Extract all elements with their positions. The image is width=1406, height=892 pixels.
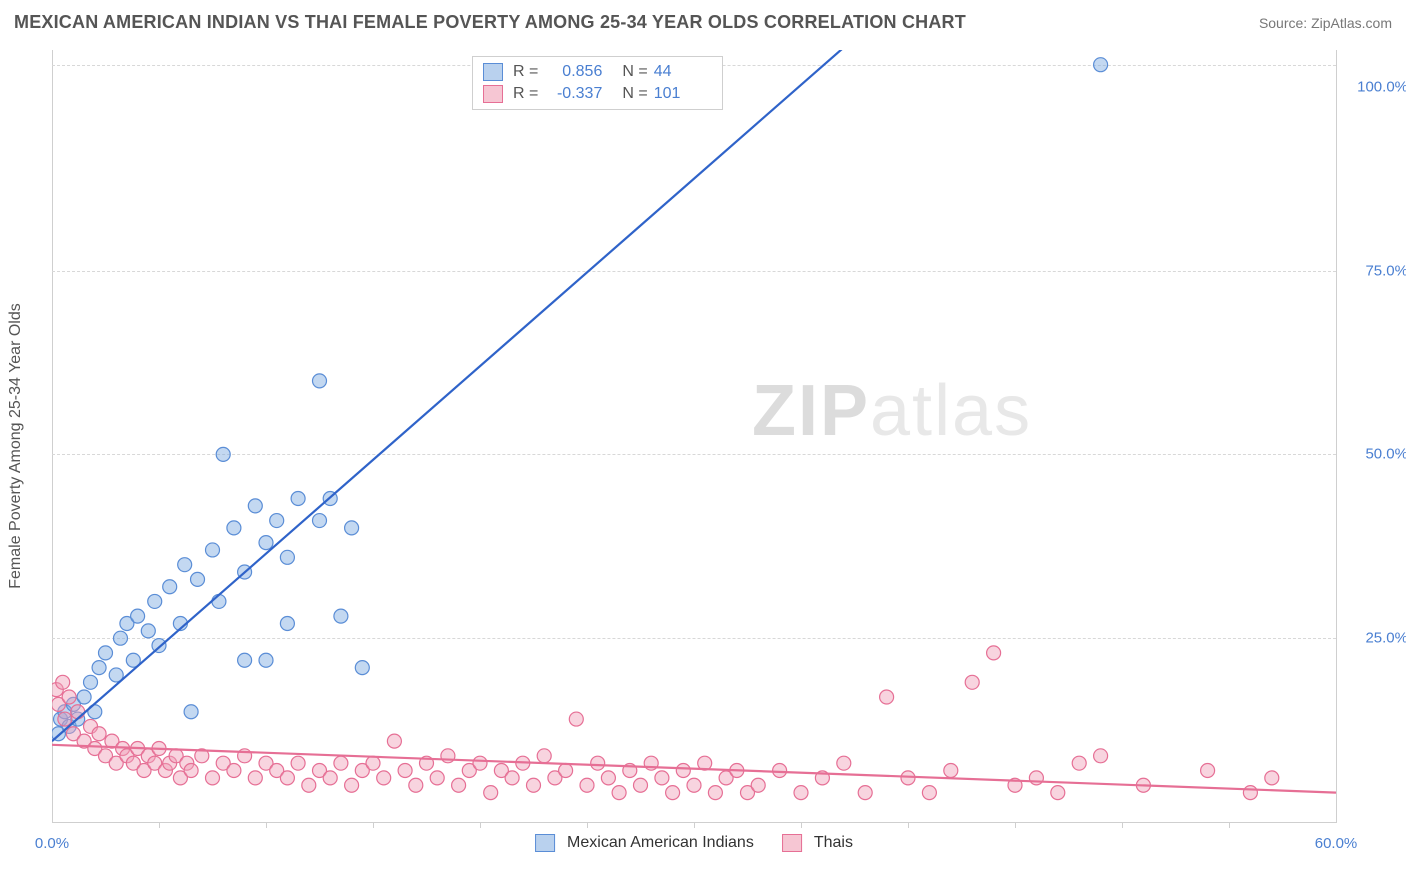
legend-swatch-1 <box>483 63 503 81</box>
legend-item-2: Thais <box>782 834 853 852</box>
plot-area: ZIPatlas R = 0.856 N = 44 R = -0.337 N =… <box>52 50 1337 823</box>
x-minor-tick <box>1229 822 1230 828</box>
legend-row-series-2: R = -0.337 N = 101 <box>483 83 712 105</box>
x-minor-tick <box>1122 822 1123 828</box>
x-minor-tick <box>587 822 588 828</box>
y-tick-label: 100.0% <box>1344 78 1406 95</box>
r-label: R = <box>513 83 538 105</box>
y-tick-label: 50.0% <box>1344 446 1406 463</box>
legend-swatch-2 <box>483 85 503 103</box>
x-minor-tick <box>908 822 909 828</box>
chart-title: MEXICAN AMERICAN INDIAN VS THAI FEMALE P… <box>14 12 966 33</box>
n-label: N = <box>622 83 647 105</box>
legend-row-series-1: R = 0.856 N = 44 <box>483 61 712 83</box>
r-value: 0.856 <box>544 61 602 83</box>
n-value: 44 <box>654 61 712 83</box>
chart-source: Source: ZipAtlas.com <box>1259 15 1392 31</box>
chart-svg <box>52 50 1336 822</box>
legend-label-2: Thais <box>814 834 853 852</box>
x-minor-tick <box>159 822 160 828</box>
x-minor-tick <box>801 822 802 828</box>
x-minor-tick <box>480 822 481 828</box>
n-value: 101 <box>654 83 712 105</box>
x-minor-tick <box>1015 822 1016 828</box>
y-tick-label: 25.0% <box>1344 630 1406 647</box>
x-minor-tick <box>694 822 695 828</box>
x-tick-label: 0.0% <box>35 835 69 852</box>
legend-swatch-series-1 <box>535 834 555 852</box>
x-tick-label: 60.0% <box>1315 835 1358 852</box>
series-legend: Mexican American Indians Thais <box>535 834 853 852</box>
correlation-legend: R = 0.856 N = 44 R = -0.337 N = 101 <box>472 56 723 110</box>
r-label: R = <box>513 61 538 83</box>
y-tick-label: 75.0% <box>1344 262 1406 279</box>
x-minor-tick <box>266 822 267 828</box>
n-label: N = <box>622 61 647 83</box>
x-minor-tick <box>373 822 374 828</box>
legend-swatch-series-2 <box>782 834 802 852</box>
y-axis-label: Female Poverty Among 25-34 Year Olds <box>7 303 25 589</box>
legend-label-1: Mexican American Indians <box>567 834 754 852</box>
legend-item-1: Mexican American Indians <box>535 834 754 852</box>
r-value: -0.337 <box>544 83 602 105</box>
